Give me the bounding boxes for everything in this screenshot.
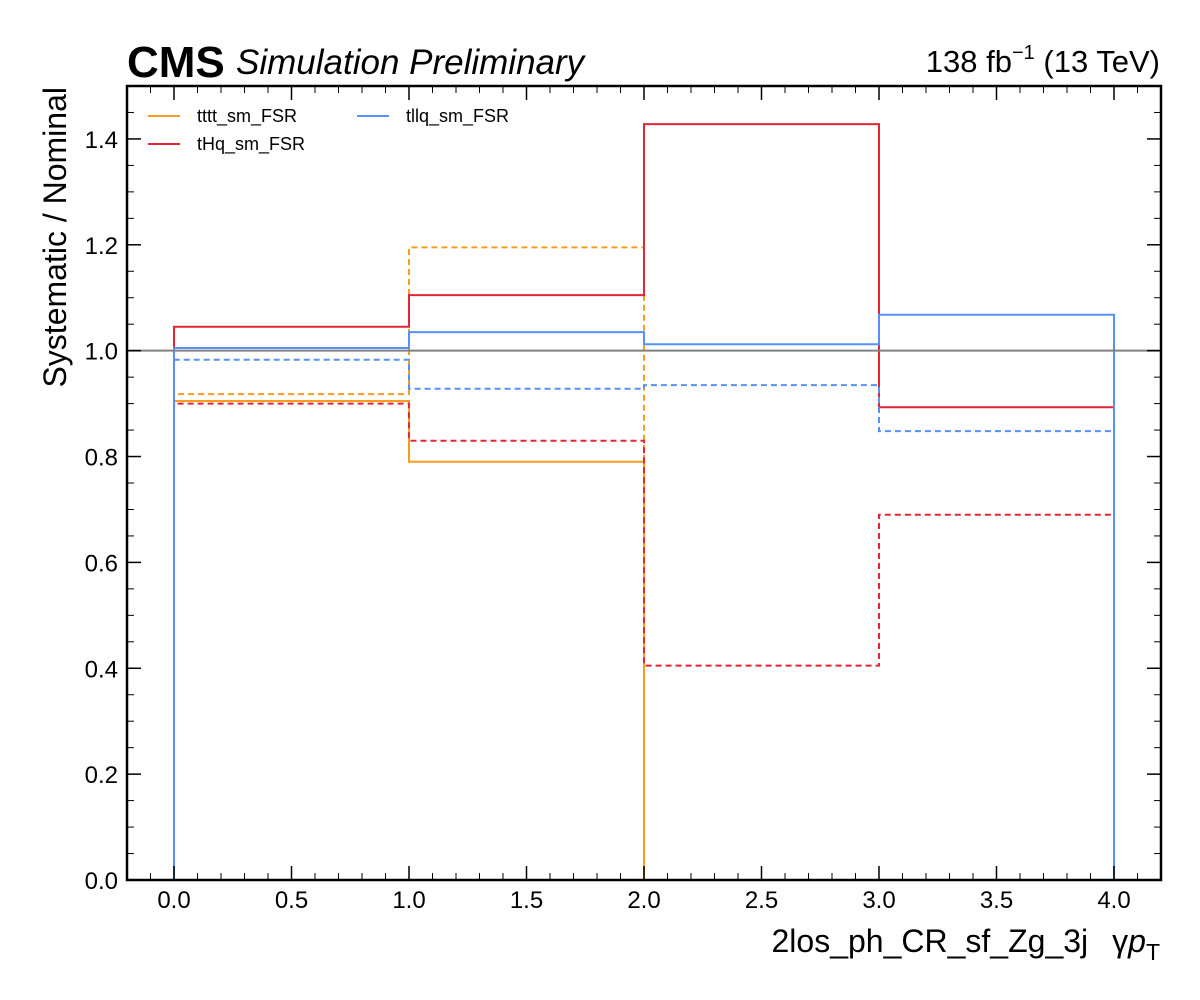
- y-tick-label: 1.0: [85, 339, 118, 366]
- y-tick-label: 1.4: [85, 127, 118, 154]
- series-line-2-up: [173, 123, 1115, 880]
- y-tick-label: 0.6: [85, 550, 118, 577]
- y-tick-label: 0.4: [85, 656, 118, 683]
- x-tick-label: 3.5: [980, 887, 1013, 914]
- axes: 0.0 0.5 1.0 1.5 2.0 2.5 3.0 3.5 4.0 0.0 0.2 0.4 0.6 0…: [85, 84, 1163, 914]
- lumi-value: 138 fb: [926, 44, 1012, 79]
- legend-label: tllq_sm_FSR: [406, 106, 509, 127]
- x-axis-label-main: 2los_ph_CR_sf_Zg_3j: [772, 923, 1089, 959]
- y-tick-label: 0.2: [85, 762, 118, 789]
- series-line-3-down: [173, 402, 1115, 880]
- x-tick-label: 3.0: [862, 887, 895, 914]
- energy-label: (13 TeV): [1035, 44, 1160, 79]
- lumi-label: 138 fb−1 (13 TeV): [926, 42, 1160, 79]
- x-tick-label: 2.5: [745, 887, 778, 914]
- legend-label: tHq_sm_FSR: [197, 134, 305, 155]
- x-tick-label: 1.0: [392, 887, 425, 914]
- y-tick-label: 1.2: [85, 233, 118, 260]
- chart-header: CMS Simulation Preliminary 138 fb−1 (13 …: [127, 38, 1160, 87]
- status-label: Simulation Preliminary: [236, 43, 587, 82]
- series-line-4-up: [173, 313, 1115, 880]
- cms-label: CMS: [127, 38, 225, 87]
- x-tick-label: 0.5: [275, 887, 308, 914]
- x-axis-label-var-italic: p: [1127, 923, 1146, 959]
- x-tick-label: 0.0: [157, 887, 190, 914]
- legend: tttt_sm_FSR tHq_sm_FSR tllq_sm_FSR: [148, 106, 509, 155]
- y-tick-label: 0.8: [85, 445, 118, 472]
- x-tick-label: 1.5: [510, 887, 543, 914]
- lumi-exponent: −1: [1012, 42, 1035, 64]
- series-line-5-down: [173, 358, 1115, 880]
- x-axis-label: 2los_ph_CR_sf_Zg_3j γpT: [772, 923, 1161, 965]
- x-tick-label: 4.0: [1097, 887, 1130, 914]
- x-tick-label: 2.0: [627, 887, 660, 914]
- x-axis-label-var: γ: [1112, 923, 1128, 959]
- legend-label: tttt_sm_FSR: [197, 106, 297, 127]
- y-tick-label: 0.0: [85, 868, 118, 895]
- histogram-lines: [173, 123, 1115, 881]
- x-axis-label-sub: T: [1146, 939, 1160, 965]
- y-axis-label: Systematic / Nominal: [37, 87, 73, 388]
